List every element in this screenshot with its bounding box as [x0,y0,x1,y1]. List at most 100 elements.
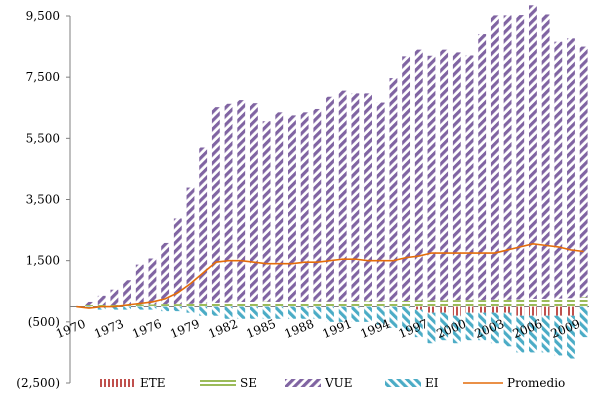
bar-ei-1999 [440,312,449,341]
bar-vue-2009 [567,38,575,299]
y-tick-label: 1,500 [26,254,60,268]
x-tick-label: 2006 [511,317,545,341]
bar-vue-2005 [516,15,525,300]
bar-se-1999 [440,300,449,307]
bar-ei-1994 [376,306,385,325]
bar-ete-1999 [440,306,449,313]
line-promedio [76,243,584,309]
bar-vue-2004 [503,15,512,300]
bar-ei-2009 [567,315,575,359]
x-tick-label: 1973 [92,317,126,341]
legend-item-ei: EI [385,376,439,390]
bar-ete-2002 [478,306,487,313]
bar-ei-2000 [452,315,461,344]
bar-se-1975 [135,304,144,307]
bar-vue-1972 [97,295,106,306]
bar-ei-1976 [148,306,157,310]
bar-ei-2003 [490,312,499,344]
bar-se-1993 [364,301,372,307]
lines [76,243,584,309]
bar-vue-1997 [414,49,423,301]
bar-vue-1989 [313,108,322,302]
bar-se-2000 [452,300,461,307]
legend-label: VUE [324,376,353,390]
bar-vue-2003 [490,15,499,300]
bar-vue-1976 [148,258,157,305]
bar-ete-2001 [465,306,474,313]
bar-se-2009 [567,298,575,307]
y-tick-label: (2,500) [16,376,60,390]
legend-item-ete: ETE [100,376,166,390]
bar-se-1982 [224,302,233,307]
x-tick-label: 2003 [473,317,507,341]
bar-ei-1992 [351,306,360,322]
bar-ei-1993 [364,306,372,322]
y-tick-label: 3,500 [26,193,60,207]
legend: ETE SE VUE EI Promedio [100,376,565,390]
x-tick-label: 2009 [549,317,583,341]
bar-vue-1980 [199,147,208,304]
bar-ei-1988 [300,306,309,319]
bar-ei-1982 [224,306,233,319]
bar-se-2006 [528,298,537,307]
bar-ete-2003 [490,306,499,313]
bar-se-1978 [173,304,182,307]
bar-vue-1981 [211,107,220,303]
bar-vue-2010 [579,46,588,298]
bar-ei-2007 [541,315,550,353]
bar-ei-1987 [288,306,296,319]
bar-ei-1989 [313,306,322,319]
bar-ete-2008 [554,306,563,316]
bar-se-2010 [579,297,588,307]
bar-se-1997 [414,300,423,307]
bar-ete-2005 [516,306,525,316]
bar-vue-1978 [173,218,182,305]
bar-vue-1990 [326,96,334,302]
bar-ei-1977 [161,306,170,312]
x-tick-labels: 1970 1973 1976 1979 1982 1985 1988 1991 1994 1997… [54,316,582,341]
bar-se-1979 [186,303,195,307]
y-tick-label: 9,500 [26,9,60,23]
bar-se-1984 [249,301,258,307]
legend-label: Promedio [507,376,565,390]
legend-item-promedio: Promedio [463,376,565,390]
bar-vue-2006 [528,5,537,299]
bar-vue-2001 [465,55,474,301]
bar-se-2004 [503,299,512,307]
bar-vue-2007 [541,14,550,299]
bar-vue-1975 [135,264,144,305]
bar-ete-2004 [503,306,512,313]
bar-se-1995 [389,301,398,307]
bar-vue-2008 [554,41,563,299]
y-tick-label: 5,500 [26,131,60,145]
bar-vue-1974 [123,280,132,305]
bar-ei-2010 [579,306,588,338]
bar-vue-1992 [351,93,360,302]
legend-item-vue: VUE [285,376,353,390]
bar-ete-2009 [567,306,575,316]
bar-vue-1973 [110,289,119,306]
bar-se-1971 [85,305,93,307]
bar-se-1994 [376,301,385,307]
bar-se-2007 [541,298,550,307]
bar-se-1983 [237,301,246,307]
bar-se-1991 [338,301,347,307]
x-tick-label: 1994 [358,316,392,341]
bar-ei-1997 [414,309,423,338]
legend-label: ETE [140,376,166,390]
bar-vue-1984 [249,103,258,302]
x-tick-label: 1982 [206,317,240,341]
bar-vue-1995 [389,78,398,302]
legend-swatch [385,379,421,387]
bar-vue-1988 [300,112,309,302]
bar-vue-1996 [402,56,411,302]
bar-vue-1971 [85,301,93,306]
bar-se-1989 [313,301,322,307]
bar-ei-2005 [516,315,525,353]
legend-swatch [285,379,321,387]
bar-vue-1986 [275,112,284,302]
bar-se-2002 [478,300,487,307]
bar-ei-1979 [186,306,195,313]
y-tick-label: 7,500 [26,70,60,84]
bar-se-1998 [427,300,436,307]
